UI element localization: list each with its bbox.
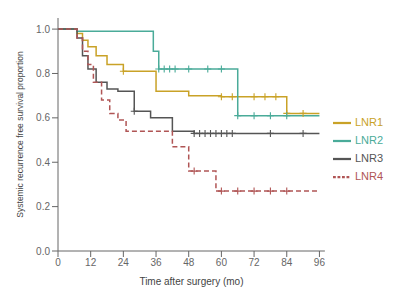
svg-text:0.4: 0.4 bbox=[36, 157, 50, 168]
svg-text:60: 60 bbox=[216, 257, 228, 268]
html-text:LNR2: LNR2 bbox=[354, 133, 383, 146]
svg-text:36: 36 bbox=[150, 257, 162, 268]
svg-text:0: 0 bbox=[55, 257, 61, 268]
svg-text:0.0: 0.0 bbox=[36, 246, 50, 257]
svg-text:Systemic recurrence free survi: Systemic recurrence free survival propor… bbox=[15, 51, 25, 218]
html-text:LNR3: LNR3 bbox=[354, 151, 383, 164]
svg-text:1.0: 1.0 bbox=[36, 24, 50, 35]
html-text:LNR1: LNR1 bbox=[354, 115, 383, 128]
svg-text:84: 84 bbox=[281, 257, 293, 268]
svg-text:0.6: 0.6 bbox=[36, 112, 50, 123]
html-text:LNR4: LNR4 bbox=[354, 169, 383, 182]
svg-text:24: 24 bbox=[118, 257, 130, 268]
svg-text:48: 48 bbox=[183, 257, 195, 268]
svg-text:0.8: 0.8 bbox=[36, 68, 50, 79]
svg-text:12: 12 bbox=[85, 257, 97, 268]
svg-text:72: 72 bbox=[249, 257, 261, 268]
svg-text:96: 96 bbox=[314, 257, 326, 268]
svg-text:Time after surgery (mo): Time after surgery (mo) bbox=[139, 276, 243, 287]
svg-text:0.2: 0.2 bbox=[36, 201, 50, 212]
